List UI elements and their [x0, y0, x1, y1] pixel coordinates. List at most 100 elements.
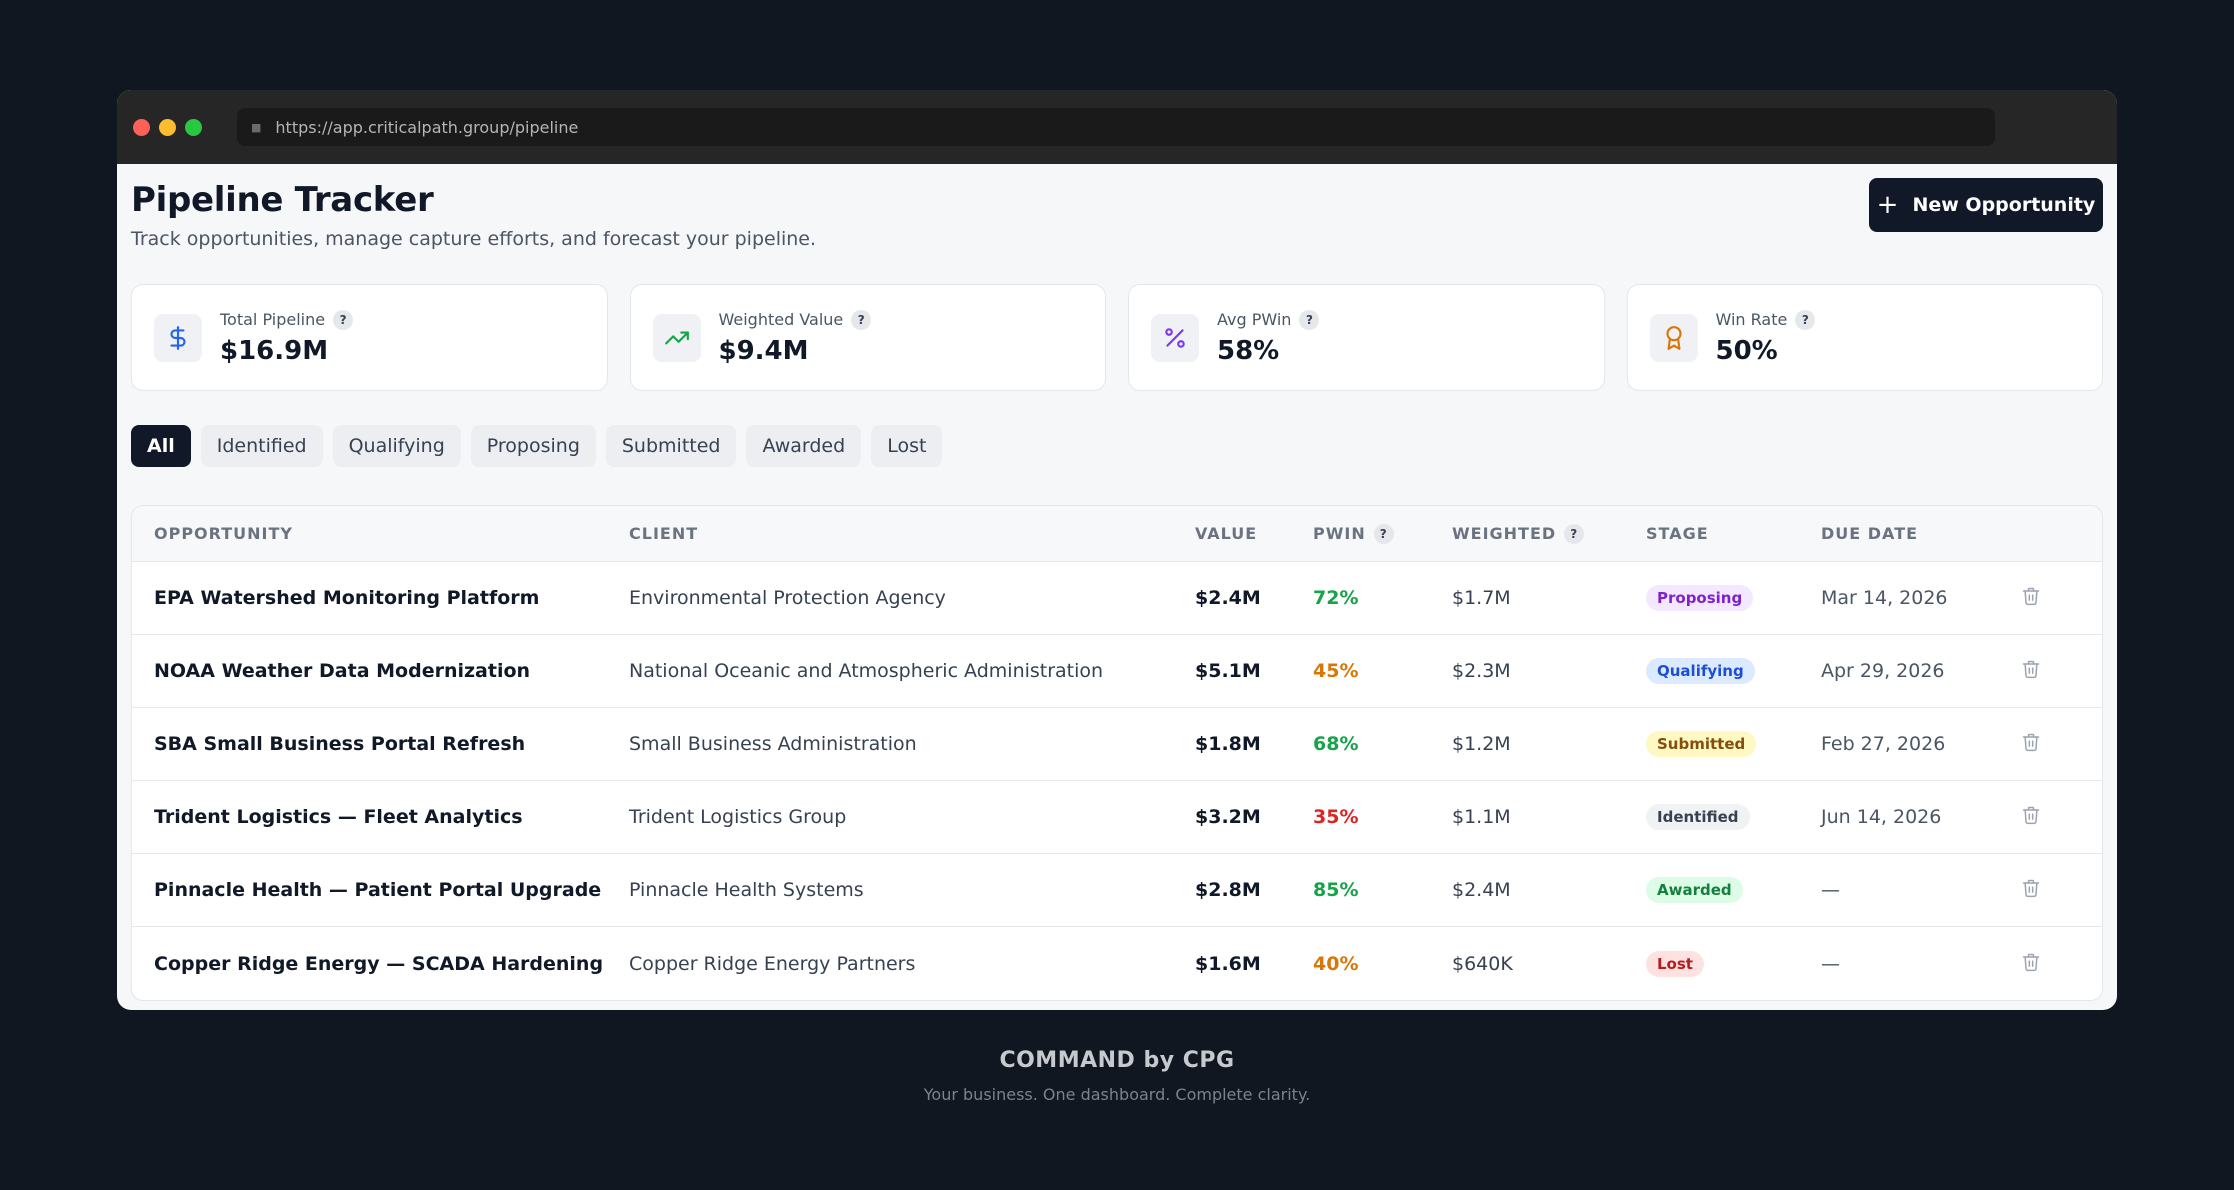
trash-icon[interactable]	[2021, 877, 2041, 903]
due-date: Apr 29, 2026	[1821, 660, 1945, 682]
opportunity-name[interactable]: Pinnacle Health — Patient Portal Upgrade	[154, 879, 602, 901]
browser-window: ■ https://app.criticalpath.group/pipelin…	[117, 90, 2117, 1010]
page-title: Pipeline Tracker	[131, 180, 434, 220]
stage-filter-bar: All Identified Qualifying Proposing Subm…	[131, 425, 2103, 467]
address-bar[interactable]: ■ https://app.criticalpath.group/pipelin…	[237, 108, 1995, 146]
stat-value: $16.9M	[220, 335, 329, 366]
help-icon[interactable]: ?	[1299, 309, 1320, 330]
opportunity-value: $1.8M	[1195, 733, 1261, 755]
help-icon[interactable]: ?	[333, 309, 354, 330]
opportunity-name[interactable]: EPA Watershed Monitoring Platform	[154, 587, 540, 609]
stage-badge: Identified	[1646, 804, 1750, 830]
stat-value: 58%	[1217, 335, 1280, 366]
table-row[interactable]: Copper Ridge Energy — SCADA Hardening Cop…	[132, 927, 2102, 1000]
weighted-value: $1.2M	[1452, 733, 1511, 755]
column-header-due-date[interactable]: DUE DATE	[1821, 524, 1919, 543]
stat-card-weighted-value: Weighted Value? $9.4M	[629, 284, 1106, 391]
filter-proposing[interactable]: Proposing	[470, 425, 596, 467]
stage-badge: Qualifying	[1646, 658, 1755, 684]
due-date: Jun 14, 2026	[1821, 806, 1942, 828]
new-opportunity-label: New Opportunity	[1912, 194, 2096, 216]
due-date: —	[1821, 879, 1840, 901]
trash-icon[interactable]	[2021, 804, 2041, 830]
column-header-value[interactable]: VALUE	[1195, 524, 1258, 543]
trash-icon[interactable]	[2021, 658, 2041, 684]
footer-title: COMMAND by CPG	[999, 1048, 1235, 1073]
help-icon[interactable]: ?	[1795, 309, 1816, 330]
client-name: Trident Logistics Group	[629, 806, 847, 828]
client-name: National Oceanic and Atmospheric Adminis…	[629, 660, 1104, 682]
table-header: OPPORTUNITY CLIENT VALUE PWIN? WEIGHTED?…	[132, 506, 2102, 562]
trending-up-icon	[652, 313, 701, 362]
pwin-value: 45%	[1313, 660, 1359, 682]
stat-card-win-rate: Win Rate? 50%	[1626, 284, 2103, 391]
help-icon[interactable]: ?	[1564, 523, 1585, 544]
opportunity-name[interactable]: SBA Small Business Portal Refresh	[154, 733, 526, 755]
stat-label: Avg PWin	[1217, 310, 1292, 329]
column-header-opportunity[interactable]: OPPORTUNITY	[154, 524, 294, 543]
stat-label: Win Rate	[1715, 310, 1788, 329]
lock-icon: ■	[251, 120, 262, 134]
column-header-client[interactable]: CLIENT	[629, 524, 699, 543]
trash-icon[interactable]	[2021, 731, 2041, 757]
opportunity-value: $2.8M	[1195, 879, 1261, 901]
pwin-value: 35%	[1313, 806, 1359, 828]
column-header-weighted-label: WEIGHTED	[1452, 524, 1557, 543]
minimize-window-button[interactable]	[159, 119, 176, 136]
filter-identified[interactable]: Identified	[200, 425, 323, 467]
opportunities-table: OPPORTUNITY CLIENT VALUE PWIN? WEIGHTED?…	[131, 505, 2103, 1001]
weighted-value: $640K	[1452, 952, 1513, 975]
column-header-stage[interactable]: STAGE	[1646, 524, 1709, 543]
table-row[interactable]: SBA Small Business Portal Refresh Small B…	[132, 708, 2102, 781]
new-opportunity-button[interactable]: + New Opportunity	[1869, 178, 2103, 232]
page-content: Pipeline Tracker Track opportunities, ma…	[117, 164, 2117, 1001]
due-date: Mar 14, 2026	[1821, 587, 1948, 609]
client-name: Small Business Administration	[629, 733, 917, 755]
weighted-value: $2.3M	[1452, 660, 1511, 682]
client-name: Pinnacle Health Systems	[629, 879, 864, 901]
url-text: https://app.criticalpath.group/pipeline	[275, 117, 579, 137]
help-icon[interactable]: ?	[851, 309, 872, 330]
filter-awarded[interactable]: Awarded	[746, 425, 862, 467]
column-header-pwin[interactable]: PWIN?	[1313, 523, 1452, 544]
opportunity-value: $2.4M	[1195, 587, 1261, 609]
stat-value: 50%	[1715, 335, 1778, 366]
opportunity-name[interactable]: NOAA Weather Data Modernization	[154, 660, 531, 682]
stat-value: $9.4M	[718, 335, 809, 366]
dollar-icon	[154, 313, 202, 362]
opportunity-name[interactable]: Copper Ridge Energy — SCADA Hardening	[154, 952, 604, 975]
stat-label: Weighted Value	[718, 310, 844, 329]
table-row[interactable]: Trident Logistics — Fleet Analytics Tride…	[132, 781, 2102, 854]
column-header-weighted[interactable]: WEIGHTED?	[1452, 523, 1646, 544]
plus-icon: +	[1876, 190, 1899, 220]
filter-submitted[interactable]: Submitted	[605, 425, 737, 467]
column-header-pwin-label: PWIN	[1313, 524, 1366, 543]
table-body: EPA Watershed Monitoring Platform Environ…	[132, 562, 2102, 1000]
page-subtitle: Track opportunities, manage capture effo…	[131, 228, 817, 250]
opportunity-value: $5.1M	[1195, 660, 1261, 682]
stage-badge: Lost	[1646, 950, 1704, 977]
filter-lost[interactable]: Lost	[871, 425, 943, 467]
close-window-button[interactable]	[133, 119, 150, 136]
trash-icon[interactable]	[2021, 951, 2041, 977]
browser-chrome: ■ https://app.criticalpath.group/pipelin…	[117, 90, 2117, 164]
award-icon	[1649, 313, 1698, 362]
stage-badge: Submitted	[1646, 731, 1757, 757]
footer: COMMAND by CPG Your business. One dashbo…	[0, 1048, 2234, 1104]
stat-label: Total Pipeline	[220, 310, 326, 329]
table-row[interactable]: Pinnacle Health — Patient Portal Upgrade…	[132, 854, 2102, 927]
opportunity-name[interactable]: Trident Logistics — Fleet Analytics	[154, 806, 523, 828]
help-icon[interactable]: ?	[1373, 523, 1394, 544]
weighted-value: $2.4M	[1452, 879, 1511, 901]
table-row[interactable]: NOAA Weather Data Modernization National …	[132, 635, 2102, 708]
table-row[interactable]: EPA Watershed Monitoring Platform Environ…	[132, 562, 2102, 635]
pwin-value: 40%	[1313, 952, 1359, 975]
stat-card-avg-pwin: Avg PWin? 58%	[1128, 284, 1605, 391]
filter-all[interactable]: All	[131, 425, 191, 467]
pwin-value: 85%	[1313, 879, 1359, 901]
maximize-window-button[interactable]	[185, 119, 202, 136]
stage-badge: Proposing	[1646, 585, 1754, 611]
pwin-value: 68%	[1313, 733, 1359, 755]
filter-qualifying[interactable]: Qualifying	[332, 425, 461, 467]
trash-icon[interactable]	[2021, 585, 2041, 611]
